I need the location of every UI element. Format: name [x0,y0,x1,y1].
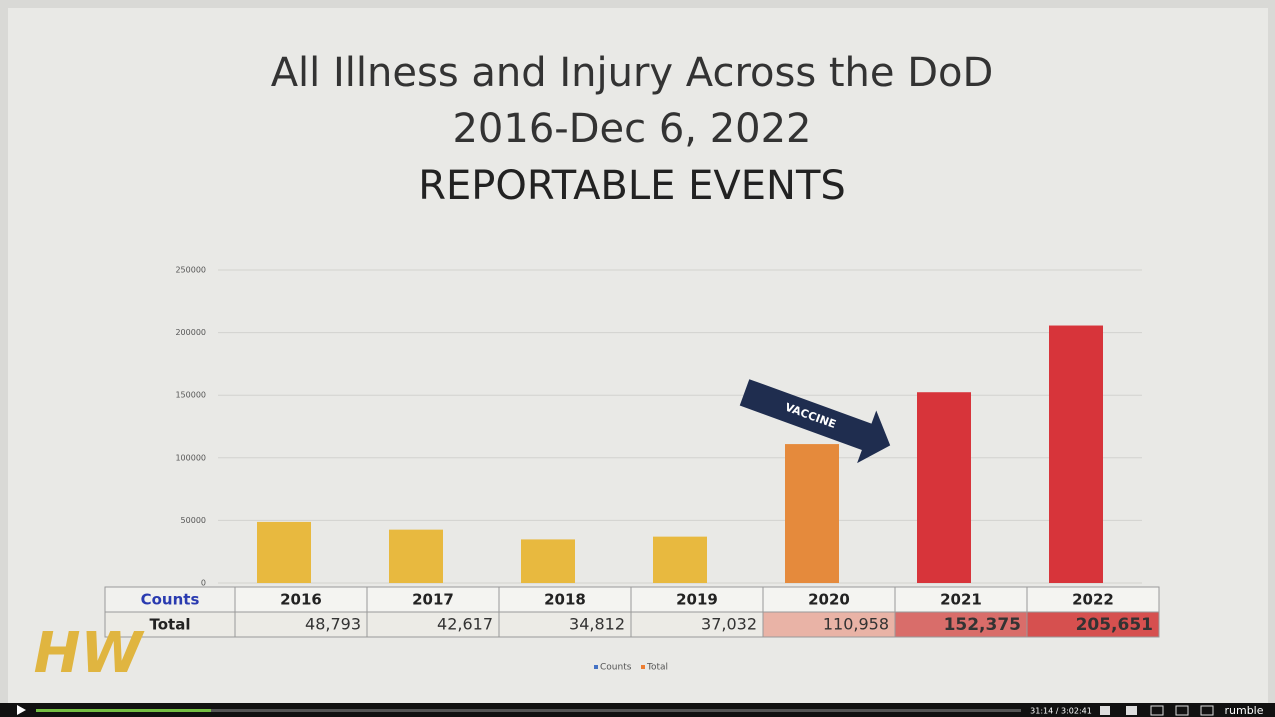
x-tick-label: 2016 [280,591,322,609]
bar [389,530,443,583]
value-label: 42,617 [437,615,493,634]
chart-title: All Illness and Injury Across the DoD [271,50,994,96]
y-tick-label: 150000 [175,391,206,400]
y-tick-label: 0 [201,579,206,588]
logo: HW [34,621,146,686]
legend-swatch [594,665,598,669]
chart-heading: REPORTABLE EVENTS [418,163,846,209]
x-tick-label: 2020 [808,591,850,609]
x-tick-label: 2018 [544,591,586,609]
x-tick-label: 2017 [412,591,454,609]
brand: rumble [1224,704,1263,717]
y-tick-label: 250000 [175,266,206,275]
y-tick-label: 100000 [175,453,206,462]
value-label: 48,793 [305,615,361,634]
value-label: 152,375 [944,615,1021,635]
x-tick-label: 2019 [676,591,718,609]
bar [653,537,707,583]
time-display: 31:14 / 3:02:41 [1030,707,1092,716]
value-label: 110,958 [823,615,889,634]
progress-fill [36,709,211,712]
x-tick-label: 2021 [940,591,982,609]
value-label: 37,032 [701,615,757,634]
y-tick-label: 50000 [181,516,206,525]
legend-label: Total [646,663,668,673]
table-header: Counts [141,591,200,609]
bar [521,539,575,583]
page: {"chart_data": {"type": "bar", "title": … [0,0,1275,717]
row-label: Total [150,616,191,634]
bar [1049,326,1103,583]
y-tick-label: 200000 [175,328,206,337]
value-label: 205,651 [1076,615,1153,635]
bar [785,444,839,583]
chart-subtitle: 2016-Dec 6, 2022 [452,106,811,152]
video-frame: All Illness and Injury Across the DoD 20… [0,0,1275,717]
bar [917,392,971,583]
x-tick-label: 2022 [1072,591,1114,609]
value-label: 34,812 [569,615,625,634]
settings-button[interactable] [1126,706,1137,715]
volume-button[interactable] [1100,706,1110,715]
legend-label: Counts [600,663,632,673]
bar [257,522,311,583]
legend-swatch [641,665,645,669]
